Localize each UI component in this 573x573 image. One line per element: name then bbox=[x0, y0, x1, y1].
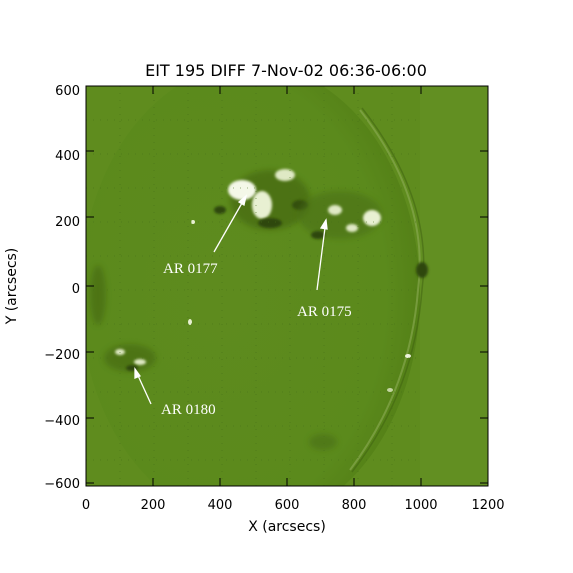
arrowhead-ar0175 bbox=[319, 218, 328, 230]
y-tick-label: 0 bbox=[72, 282, 80, 297]
figure-title: EIT 195 DIFF 7-Nov-02 06:36-06:00 bbox=[145, 61, 427, 80]
x-tick-label: 400 bbox=[208, 498, 233, 513]
y-tick-label: 200 bbox=[55, 215, 80, 230]
arrowhead-ar0180 bbox=[134, 366, 142, 379]
west-limb-dark-feature bbox=[416, 262, 428, 278]
label-ar0177: AR 0177 bbox=[163, 261, 218, 277]
tick-marks bbox=[85, 85, 489, 486]
off-limb-region bbox=[420, 86, 488, 486]
y-tick-label: −600 bbox=[44, 477, 80, 492]
active-region-0175 bbox=[298, 191, 382, 239]
y-tick-label: 400 bbox=[55, 149, 80, 164]
active-region-0180 bbox=[104, 344, 156, 372]
southern-feature bbox=[309, 434, 337, 450]
bright-point bbox=[188, 319, 192, 325]
x-tick-label: 0 bbox=[82, 498, 90, 513]
x-axis-label: X (arcsecs) bbox=[248, 519, 326, 535]
bright-point bbox=[191, 220, 195, 224]
solar-disk bbox=[86, 86, 420, 486]
x-tick-label: 200 bbox=[141, 498, 166, 513]
y-tick-label: −200 bbox=[44, 348, 80, 363]
east-limb-feature bbox=[90, 265, 106, 325]
x-tick-label: 1000 bbox=[404, 498, 437, 513]
y-tick-label: 600 bbox=[55, 84, 80, 99]
label-ar0180: AR 0180 bbox=[161, 402, 216, 418]
arrow-ar0175 bbox=[316, 219, 327, 291]
y-axis-label: Y (arcsecs) bbox=[4, 248, 20, 326]
x-tick-label: 800 bbox=[342, 498, 367, 513]
arrowhead-ar0177 bbox=[237, 194, 248, 207]
arrow-ar0177 bbox=[213, 195, 247, 253]
x-tick-label: 600 bbox=[275, 498, 300, 513]
bright-point bbox=[405, 354, 411, 358]
label-ar0175: AR 0175 bbox=[297, 304, 352, 320]
annotation-arrows bbox=[134, 194, 328, 405]
solar-limb bbox=[349, 109, 421, 471]
difference-image bbox=[86, 86, 488, 486]
y-tick-label: −400 bbox=[44, 414, 80, 429]
bright-point bbox=[387, 388, 393, 392]
solar-limb-shadow bbox=[351, 107, 425, 473]
x-tick-label: 1200 bbox=[471, 498, 504, 513]
